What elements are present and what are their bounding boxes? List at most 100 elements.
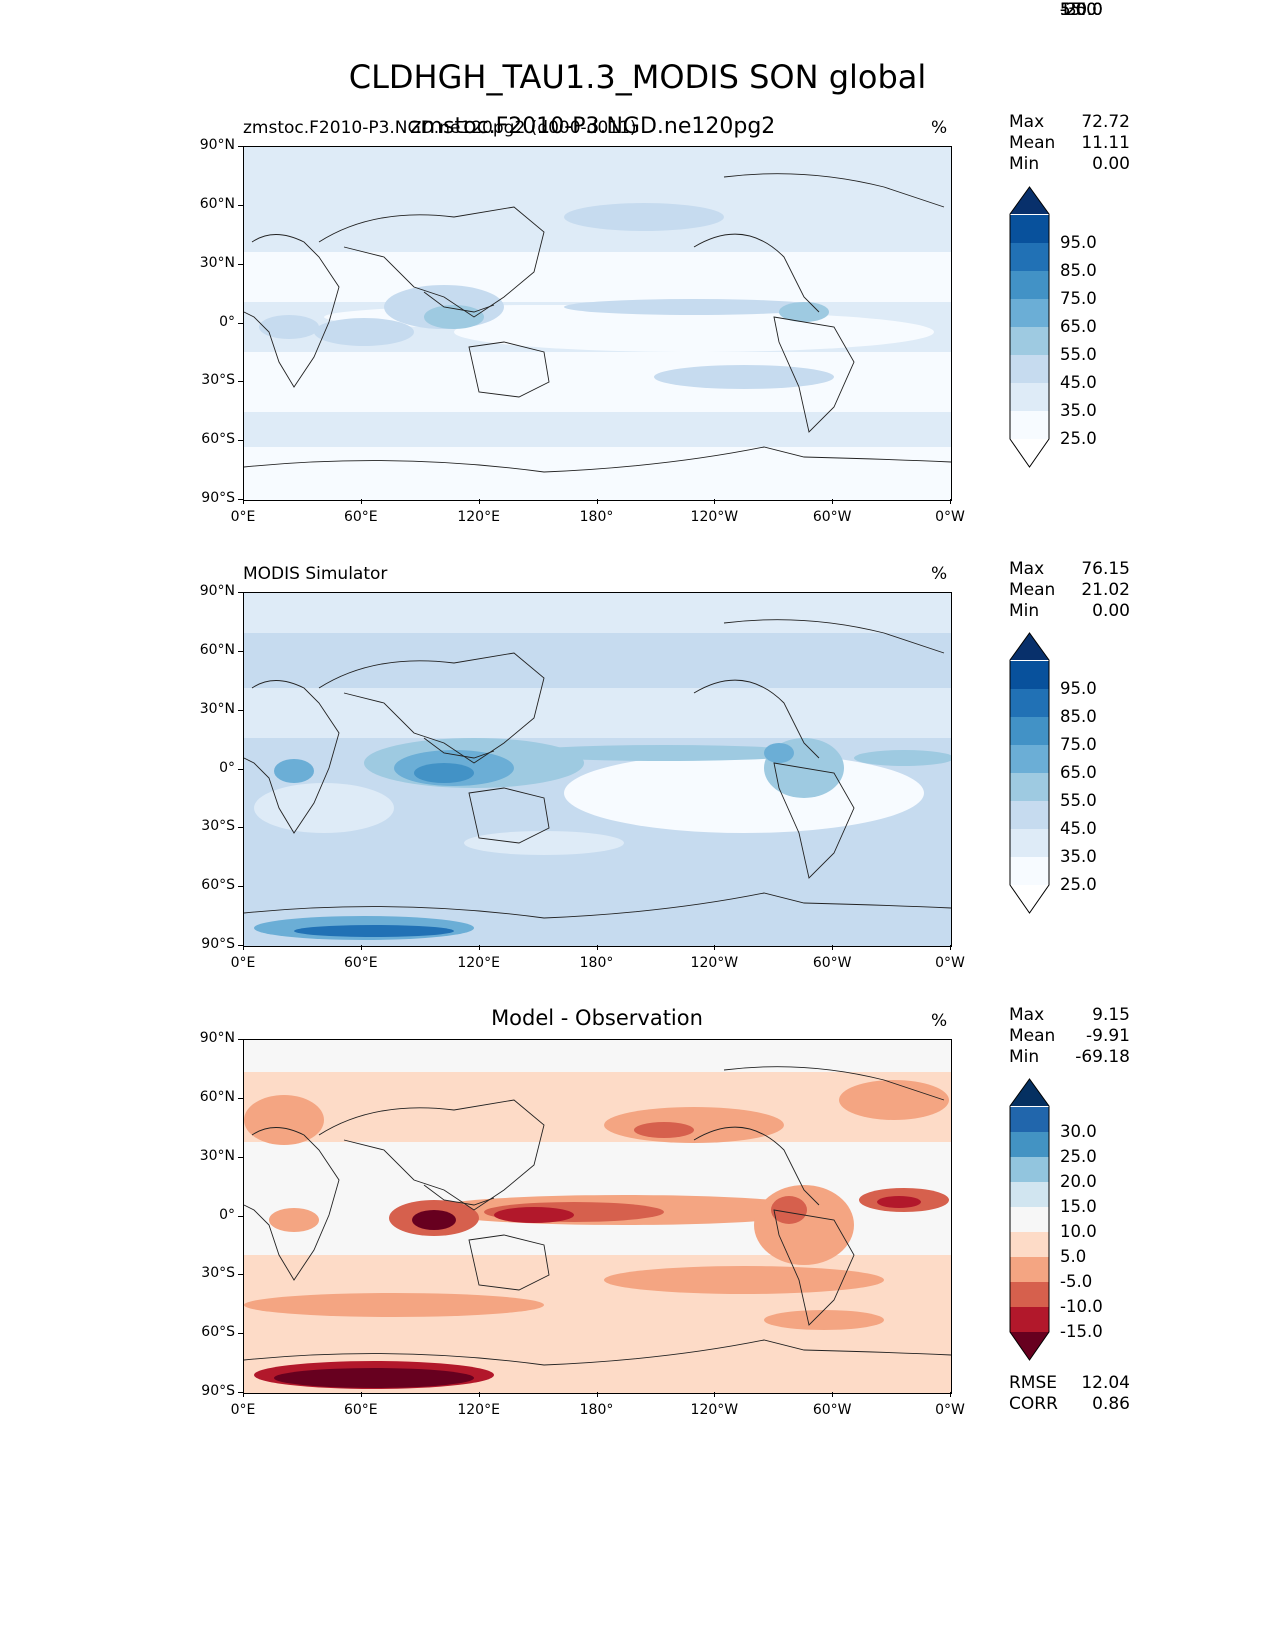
colorbar-segment <box>1010 829 1049 858</box>
panel3-mean-label: Mean <box>1009 1026 1056 1046</box>
panel3-max-value: 9.15 <box>1092 1005 1130 1025</box>
panel2-colorbar-label: 25.0 <box>1060 875 1097 894</box>
colorbar-segment <box>1010 1182 1049 1208</box>
panel3-lat-tick: 60°S <box>201 1324 235 1341</box>
panel1-lat-tick-mark <box>238 440 243 442</box>
panel1-lon-tick: 0°E <box>230 509 256 525</box>
panel1-colorbar-label: 55.0 <box>1060 345 1097 364</box>
colorbar-segment <box>1010 1307 1049 1333</box>
panel3-colorbar-label: -30.0 <box>1060 0 1103 19</box>
panel2-lon-tick-mark <box>243 945 244 950</box>
colorbar-segment <box>1010 1132 1049 1158</box>
panel3-colorbar-label: -5.0 <box>1060 1272 1093 1291</box>
panel3-lat-tick: 30°S <box>201 1265 235 1282</box>
panel3-lat-tick: 90°N <box>199 1030 235 1046</box>
colorbar-segment <box>1010 1232 1049 1258</box>
panel3-lon-tick: 60°W <box>812 1402 852 1418</box>
panel2-colorbar-label: 15.0 <box>1060 0 1097 19</box>
colorbar-segment <box>1010 633 1049 660</box>
colorbar-segment <box>1010 801 1049 830</box>
panel1-lat-tick-mark <box>238 322 243 324</box>
panel3-lon-tick-mark <box>832 1392 834 1397</box>
panel2-mean-value: 21.02 <box>1081 580 1130 600</box>
panel1-max-value: 72.72 <box>1081 112 1130 132</box>
panel3-lon-tick-mark <box>714 1392 716 1397</box>
panel3-colorbar-label: 5.0 <box>1060 1247 1087 1266</box>
panel1-colorbar-label: 65.0 <box>1060 317 1097 336</box>
panel3-lat-tick: 30°N <box>199 1147 235 1164</box>
colorbar-segment <box>1010 717 1049 746</box>
colorbar-segment <box>1010 327 1049 356</box>
panel1-lat-tick: 30°N <box>199 254 235 271</box>
panel3-lon-tick: 0°W <box>935 1402 965 1418</box>
panel1-lon-tick: 180° <box>579 509 614 525</box>
panel3-title: Model - Observation <box>491 1006 703 1030</box>
panel3-lon-tick-mark <box>243 1392 244 1397</box>
figure-title: CLDHGH_TAU1.3_MODIS SON global <box>348 58 927 96</box>
panel2-map <box>243 592 952 947</box>
panel1-lat-tick-mark <box>238 499 243 500</box>
panel1-lat-tick: 0° <box>219 313 235 330</box>
panel1-lat-tick-mark <box>238 263 243 265</box>
panel1-lat-tick-mark <box>238 381 243 383</box>
panel2-lon-tick-mark <box>714 945 716 950</box>
panel3-colorbar-label: -10.0 <box>1060 1297 1103 1316</box>
colorbar-segment <box>1010 1207 1049 1233</box>
panel2-colorbar-label: 65.0 <box>1060 763 1097 782</box>
panel2-lat-tick: 60°N <box>199 641 235 658</box>
panel2-colorbar-label: 85.0 <box>1060 707 1097 726</box>
panel2-max-value: 76.15 <box>1081 559 1130 579</box>
colorbar-segment <box>1010 689 1049 718</box>
panel3-lat-tick: 0° <box>219 1206 235 1223</box>
colorbar-segment <box>1010 383 1049 412</box>
panel2-lat-tick-mark <box>238 592 243 593</box>
colorbar-outline <box>1009 632 1050 914</box>
panel3-lat-tick: 60°N <box>199 1088 235 1105</box>
colorbar-segment <box>1010 1282 1049 1308</box>
panel2-lat-tick: 60°S <box>201 877 235 894</box>
panel2-lon-tick-mark <box>596 945 598 950</box>
colorbar-segment <box>1010 661 1049 690</box>
panel3-max-label: Max <box>1009 1005 1045 1025</box>
panel3-lon-tick-mark <box>360 1392 362 1397</box>
colorbar-segment <box>1010 1157 1049 1183</box>
panel1-mean-value: 11.11 <box>1081 133 1130 153</box>
panel1-lon-tick-mark <box>478 499 480 504</box>
panel1-lon-tick: 120°E <box>457 509 500 525</box>
panel1-colorbar-label: 35.0 <box>1060 401 1097 420</box>
panel2-units: % <box>931 564 948 584</box>
panel1-lat-tick-mark <box>238 204 243 206</box>
panel1-colorbar-label: 5.0 <box>1060 0 1087 19</box>
panel3-lon-tick: 180° <box>579 1402 614 1418</box>
panel3-colorbar-label: 15.0 <box>1060 1197 1097 1216</box>
panel2-lon-tick-mark <box>478 945 480 950</box>
colorbar-segment <box>1010 299 1049 328</box>
rmse-value: 12.04 <box>1081 1373 1130 1393</box>
colorbar-segment <box>1010 355 1049 384</box>
panel2-colorbar-label: 35.0 <box>1060 847 1097 866</box>
panel2-title: MODIS Simulator <box>243 564 388 584</box>
colorbar-segment <box>1010 885 1049 913</box>
panel2-lon-tick-mark <box>950 945 951 950</box>
panel1-lon-tick-mark <box>832 499 834 504</box>
panel2-lon-tick: 0°W <box>935 955 965 971</box>
panel1-lat-tick-mark <box>238 146 243 147</box>
panel3-min-label: Min <box>1009 1047 1040 1067</box>
panel3-mean-value: -9.91 <box>1086 1026 1130 1046</box>
panel3-lat-tick-mark <box>238 1392 243 1393</box>
panel3-colorbar-label: 20.0 <box>1060 1172 1097 1191</box>
panel2-colorbar-label: 55.0 <box>1060 791 1097 810</box>
panel2-lat-tick-mark <box>238 945 243 946</box>
panel3-min-value: -69.18 <box>1075 1047 1130 1067</box>
panel2-lat-tick-mark <box>238 827 243 829</box>
panel1-lon-tick: 120°W <box>690 509 739 525</box>
panel1-colorbar-label: 75.0 <box>1060 289 1097 308</box>
colorbar-segment <box>1010 215 1049 244</box>
panel2-min-label: Min <box>1009 601 1040 621</box>
panel1-min-label: Min <box>1009 154 1040 174</box>
panel1-min-value: 0.00 <box>1092 154 1130 174</box>
panel2-lon-tick: 180° <box>579 955 614 971</box>
panel2-lat-tick: 90°N <box>199 583 235 599</box>
panel3-units: % <box>931 1011 948 1031</box>
panel1-lon-tick-mark <box>243 499 244 504</box>
